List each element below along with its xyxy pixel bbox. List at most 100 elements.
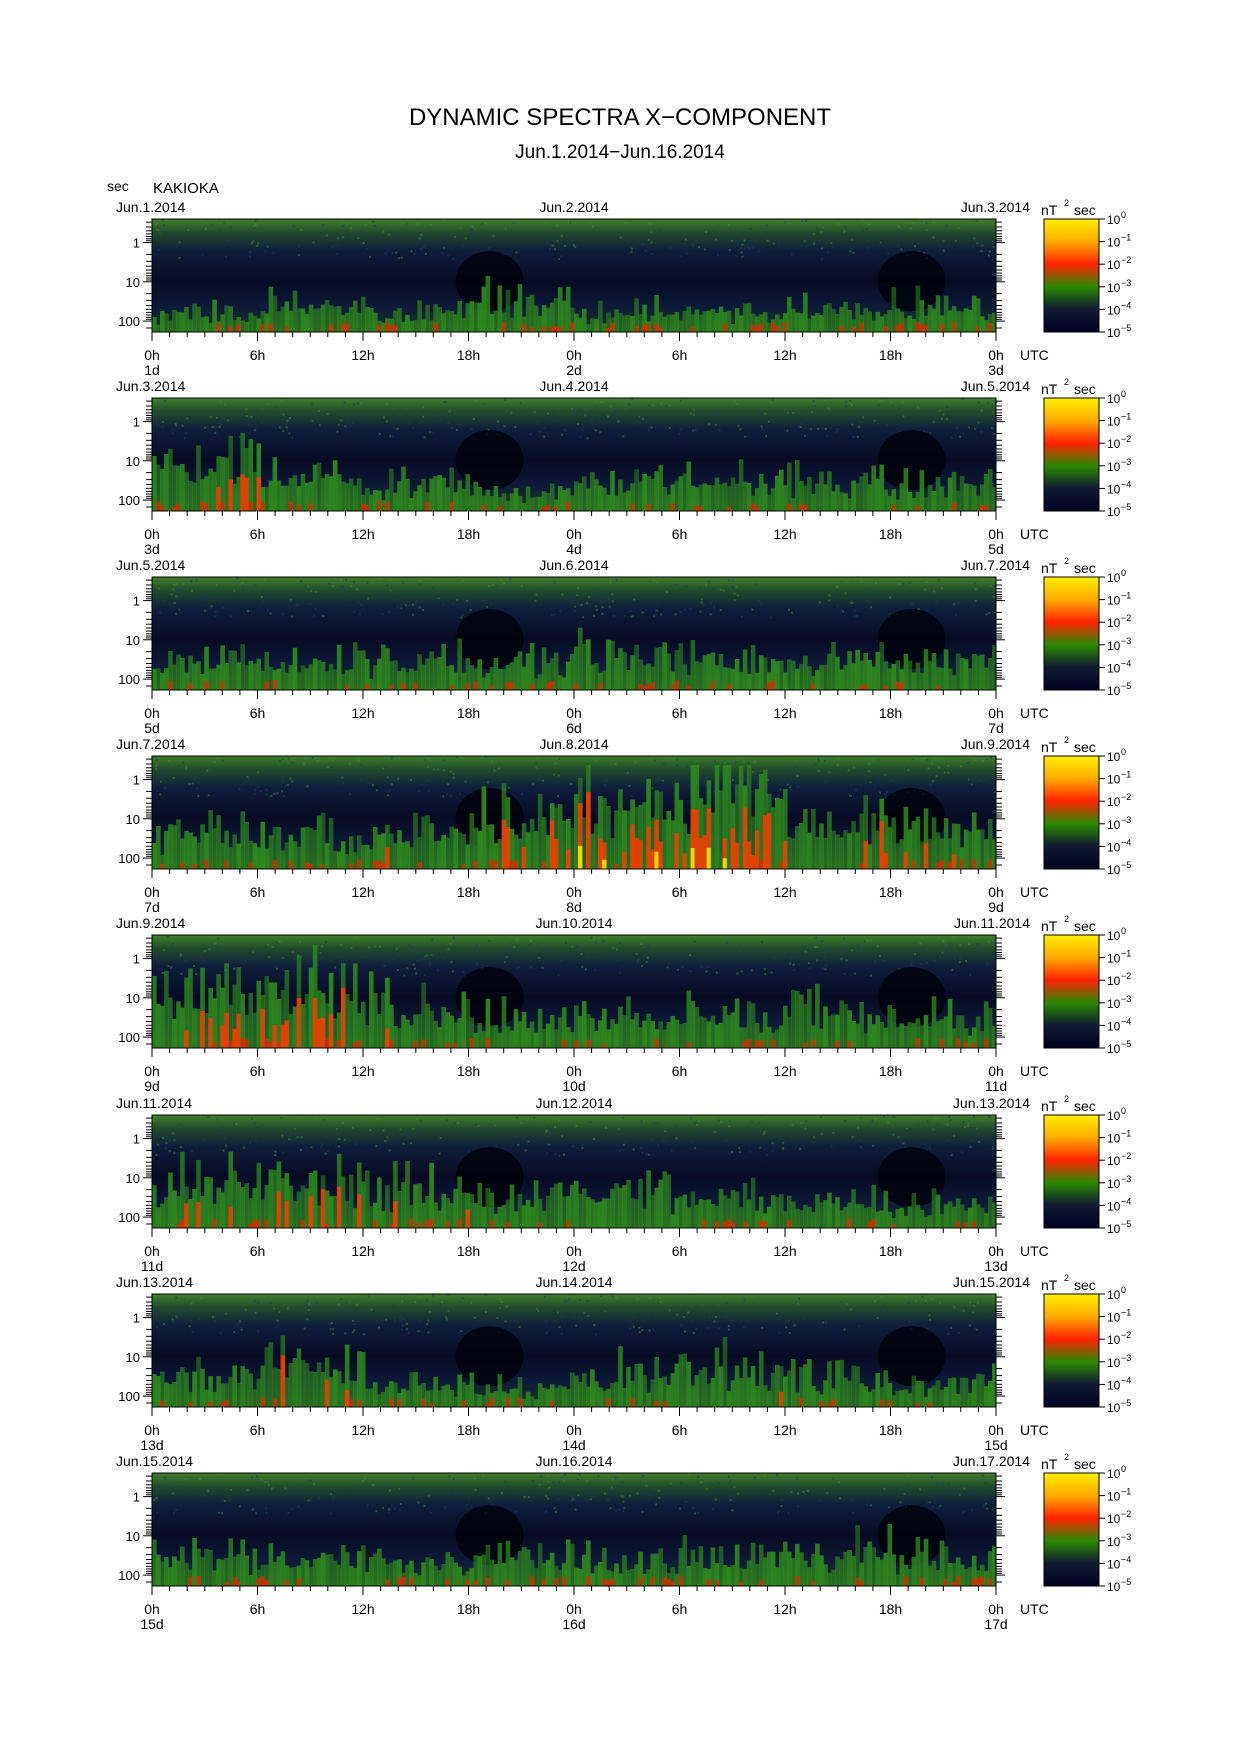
spectrum-speckle xyxy=(950,1326,953,1329)
activity-bar-hot xyxy=(244,477,249,511)
activity-bar-hot xyxy=(260,324,266,332)
spectrum-speckle xyxy=(853,766,856,769)
activity-bar-hot xyxy=(762,815,768,869)
activity-bar-hot xyxy=(449,685,454,690)
spectrum-speckle xyxy=(382,1506,384,1509)
activity-bar xyxy=(811,1212,816,1228)
activity-bar xyxy=(172,1190,177,1228)
activity-bar-hot xyxy=(654,1400,659,1407)
activity-bar xyxy=(180,1151,185,1228)
spectrum-speckle xyxy=(416,242,419,245)
activity-bar xyxy=(473,302,479,332)
activity-bar xyxy=(911,672,917,690)
activity-bar xyxy=(200,824,205,869)
spectrum-speckle xyxy=(631,1323,634,1326)
spectrum-speckle xyxy=(618,1128,621,1131)
spectrum-speckle xyxy=(855,788,857,791)
spectrum-speckle xyxy=(422,245,425,248)
activity-bar xyxy=(188,319,193,332)
spectrum-speckle xyxy=(386,1136,389,1139)
activity-bar-hot xyxy=(545,682,551,690)
spectrum-speckle xyxy=(786,783,789,786)
activity-bar xyxy=(389,468,394,511)
activity-bar xyxy=(686,461,692,511)
colorbar-tick-label-exp: −5 xyxy=(1121,860,1131,870)
spectrum-speckle xyxy=(317,1497,320,1499)
activity-bar xyxy=(682,823,688,869)
activity-bar xyxy=(951,305,957,332)
activity-bar xyxy=(775,1197,780,1228)
activity-bar xyxy=(288,1013,294,1048)
activity-bar xyxy=(296,1191,302,1228)
spectrum-speckle xyxy=(347,952,350,955)
day-label: 1d xyxy=(144,362,160,378)
activity-bar xyxy=(220,1383,225,1407)
spectrum-speckle xyxy=(683,608,686,611)
activity-bar-hot xyxy=(489,1220,495,1228)
spectrum-speckle xyxy=(812,400,815,403)
spectrum-speckle xyxy=(185,768,188,771)
colorbar-tick-label-base: 10 xyxy=(1107,460,1121,474)
activity-bar-hot xyxy=(493,860,499,869)
spectrum-speckle xyxy=(214,432,217,435)
activity-bar xyxy=(304,668,310,690)
activity-bar xyxy=(955,1393,961,1407)
spectrum-speckle xyxy=(652,404,655,407)
spectrum-speckle xyxy=(962,432,965,435)
activity-bar xyxy=(859,813,864,869)
spectrum-speckle xyxy=(591,417,594,420)
activity-bar xyxy=(758,1196,764,1228)
activity-bar xyxy=(899,669,905,690)
activity-bar xyxy=(762,657,768,690)
spectrum-speckle xyxy=(184,594,187,596)
spectrum-speckle xyxy=(927,767,930,770)
spectrum-speckle xyxy=(153,587,156,590)
spectrum-speckle xyxy=(637,958,640,961)
spectrum-speckle xyxy=(910,603,913,605)
spectrum-speckle xyxy=(355,1312,358,1315)
spectrum-speckle xyxy=(623,954,626,957)
activity-bar-hot xyxy=(389,684,394,690)
activity-bar xyxy=(517,284,523,332)
spectrum-speckle xyxy=(370,1308,373,1311)
spectrum-speckle xyxy=(702,1130,704,1133)
colorbar-tick-label: 10 −4 xyxy=(1107,479,1131,496)
spectrum-speckle xyxy=(382,593,385,596)
spectrum-speckle xyxy=(747,410,750,413)
spectrum-speckle xyxy=(355,1304,358,1307)
spectrum-speckle xyxy=(973,237,976,240)
activity-bar xyxy=(983,1001,989,1048)
activity-bar xyxy=(152,456,157,511)
spectrum-speckle xyxy=(398,237,401,240)
activity-bar xyxy=(324,843,330,869)
spectrum-speckle xyxy=(837,758,840,761)
spectrum-speckle xyxy=(991,957,994,960)
spectrum-speckle xyxy=(186,1307,189,1310)
activity-bar xyxy=(336,851,342,869)
activity-bar xyxy=(196,1356,201,1407)
activity-bar xyxy=(489,1025,495,1048)
activity-bar xyxy=(224,305,229,332)
activity-bar xyxy=(574,1005,579,1048)
spectrum-speckle xyxy=(729,1479,732,1482)
activity-bar xyxy=(706,1021,712,1048)
activity-bar xyxy=(553,298,559,332)
activity-bar-hot xyxy=(766,813,772,869)
spectrum-speckle xyxy=(583,1311,586,1314)
spectrum-speckle xyxy=(614,411,616,413)
activity-bar xyxy=(196,445,201,511)
spectrum-speckle xyxy=(753,1133,756,1136)
spectrum-speckle xyxy=(957,1490,960,1493)
activity-bar xyxy=(799,994,804,1048)
spectrum-speckle xyxy=(427,1494,430,1497)
activity-bar xyxy=(288,310,294,332)
spectrum-speckle xyxy=(260,596,263,598)
panel-right-date: Jun.3.2014 xyxy=(961,199,1030,215)
spectrum-speckle xyxy=(276,792,279,795)
spectrum-speckle xyxy=(281,790,284,793)
activity-bar xyxy=(561,820,567,869)
x-tick-label: 12h xyxy=(351,1243,374,1259)
spectrum-speckle xyxy=(191,1331,194,1334)
spectrum-speckle xyxy=(357,759,360,762)
activity-bar xyxy=(397,671,402,690)
